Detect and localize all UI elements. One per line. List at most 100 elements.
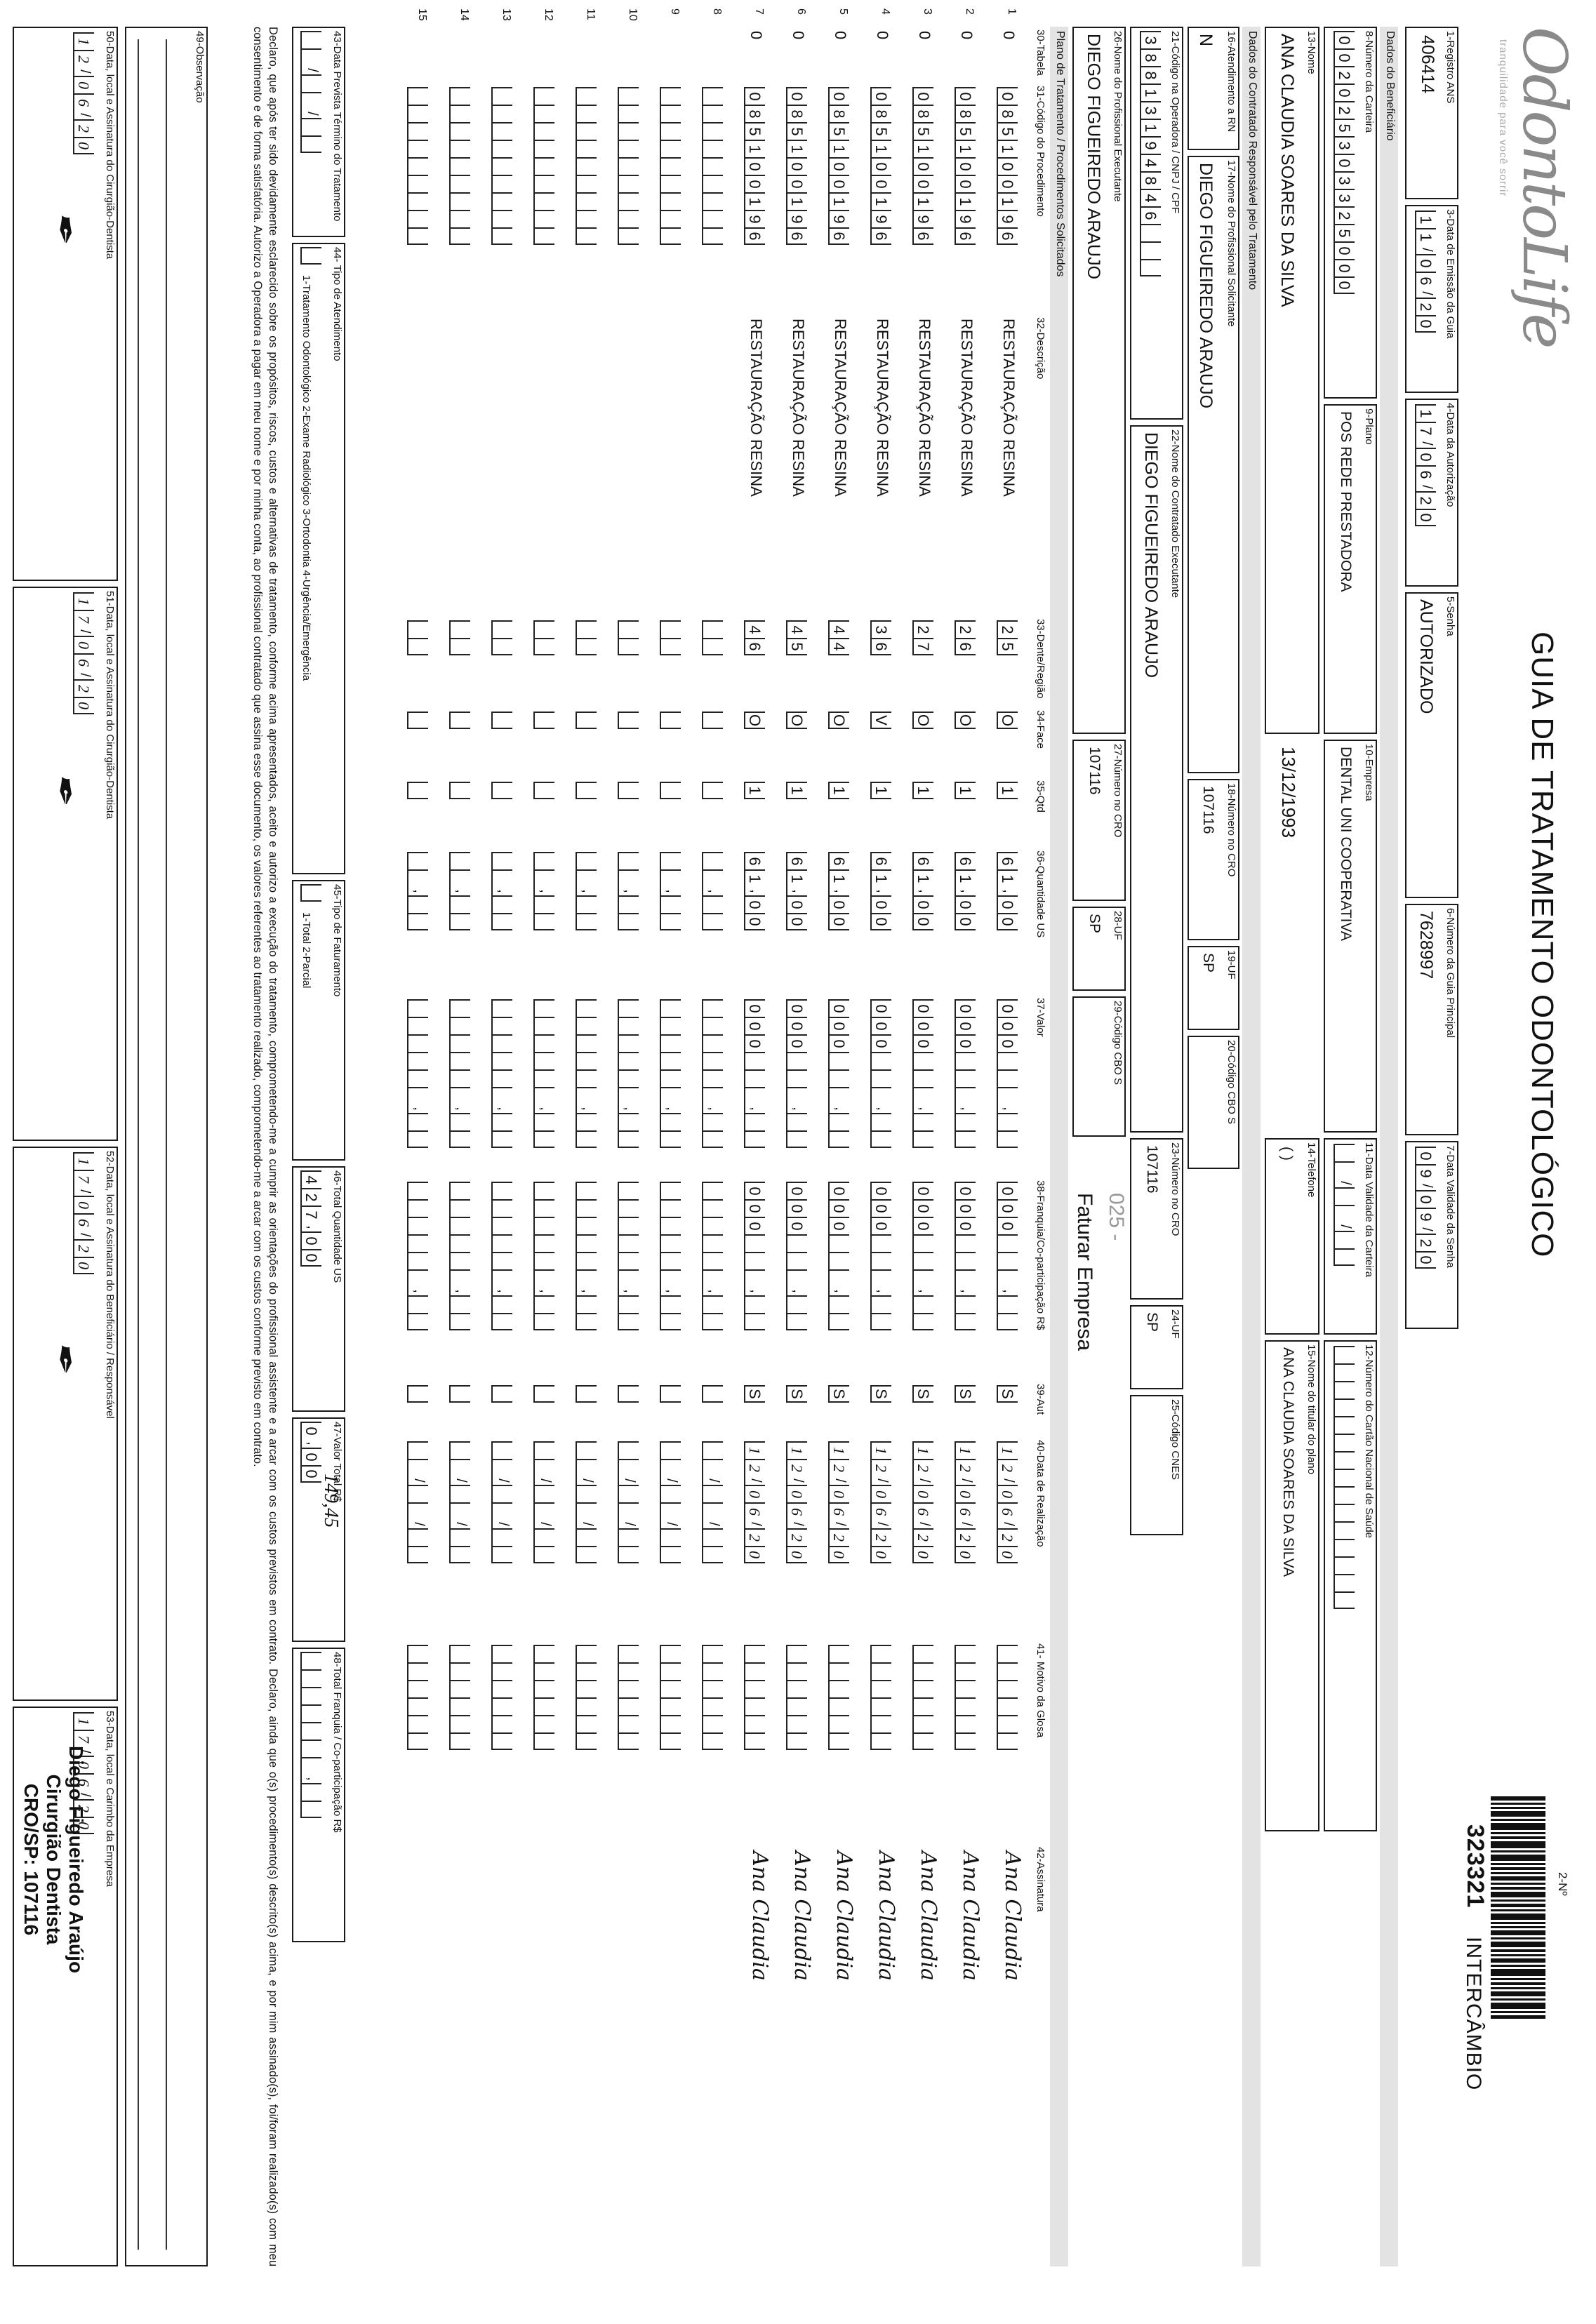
cell-codigo[interactable]: [407, 87, 431, 245]
table-row[interactable]: 0 0 8 5 1 0 0 1 9 6 RESTAURAÇÃO RESINA 2 7 O 1 6 1, 0 0 0 0 0…: [903, 27, 945, 2266]
cell-face[interactable]: [407, 712, 431, 729]
cell-aut[interactable]: [576, 1385, 599, 1403]
table-row[interactable]: ,,, / /: [439, 27, 481, 2266]
table-row[interactable]: 0 0 8 5 1 0 0 1 9 6 RESTAURAÇÃO RESINA 3 6 V 1 6 1, 0 0 0 0 0…: [860, 27, 903, 2266]
cell-codigo[interactable]: [618, 87, 641, 245]
cell-data[interactable]: 1 2/0 6/2 0: [786, 1441, 810, 1563]
cell-dente[interactable]: [660, 620, 684, 655]
table-row[interactable]: 0 0 8 5 1 0 0 1 9 6 RESTAURAÇÃO RESINA 4 5 O 1 6 1, 0 0 0 0 0…: [776, 27, 818, 2266]
cell-qtd_us[interactable]: ,: [533, 852, 557, 930]
cell-face[interactable]: [533, 712, 557, 729]
cell-glosa[interactable]: [660, 1645, 684, 1750]
cell-codigo[interactable]: [660, 87, 684, 245]
cell-codigo[interactable]: [576, 87, 599, 245]
cell-qtd[interactable]: 1: [912, 782, 936, 799]
cell-face[interactable]: O: [744, 712, 768, 729]
cell-qtd[interactable]: 1: [870, 782, 894, 799]
cell-valor[interactable]: ,: [449, 999, 473, 1148]
cell-franquia[interactable]: ,: [491, 1182, 515, 1330]
cell-aut[interactable]: [449, 1385, 473, 1403]
cell-glosa[interactable]: [828, 1645, 852, 1750]
cell-qtd_us[interactable]: ,: [576, 852, 599, 930]
cell-qtd_us[interactable]: ,: [449, 852, 473, 930]
cell-data[interactable]: / /: [702, 1441, 726, 1563]
field-50-signature-date[interactable]: 1 2/0 6/2 0: [73, 32, 97, 154]
cell-data[interactable]: / /: [618, 1441, 641, 1563]
cell-valor[interactable]: ,: [660, 999, 684, 1148]
field-7-validade-senha-value[interactable]: 0 9/0 9/2 0: [1415, 1147, 1439, 1269]
cell-face[interactable]: [660, 712, 684, 729]
cell-dente[interactable]: [702, 620, 726, 655]
cell-data[interactable]: / /: [576, 1441, 599, 1563]
cell-qtd_us[interactable]: ,: [491, 852, 515, 930]
cell-data[interactable]: 1 2/0 6/2 0: [744, 1441, 768, 1563]
cell-aut[interactable]: [533, 1385, 557, 1403]
cell-aut[interactable]: [702, 1385, 726, 1403]
cell-qtd[interactable]: 1: [786, 782, 810, 799]
cell-aut[interactable]: S: [786, 1385, 810, 1403]
cell-data[interactable]: / /: [449, 1441, 473, 1563]
field-4-data-autorizacao-value[interactable]: 1 7/0 6/2 0: [1415, 404, 1439, 526]
cell-qtd_us[interactable]: ,: [660, 852, 684, 930]
cell-qtd[interactable]: [407, 782, 431, 799]
cell-glosa[interactable]: [576, 1645, 599, 1750]
cell-aut[interactable]: [407, 1385, 431, 1403]
table-row[interactable]: ,,, / /: [608, 27, 650, 2266]
cell-franquia[interactable]: ,: [702, 1182, 726, 1330]
cell-face[interactable]: O: [828, 712, 852, 729]
cell-glosa[interactable]: [491, 1645, 515, 1750]
field-11-validade-carteira-value[interactable]: / /: [1334, 1144, 1357, 1266]
cell-qtd[interactable]: [576, 782, 599, 799]
cell-franquia[interactable]: ,: [533, 1182, 557, 1330]
cell-qtd[interactable]: [660, 782, 684, 799]
field-52-signature-date[interactable]: 1 7/0 6/2 0: [73, 1152, 97, 1274]
cell-franquia[interactable]: ,: [576, 1182, 599, 1330]
cell-data[interactable]: 1 2/0 6/2 0: [912, 1441, 936, 1563]
cell-glosa[interactable]: [997, 1645, 1020, 1750]
cell-data[interactable]: / /: [491, 1441, 515, 1563]
table-row[interactable]: ,,, / /: [566, 27, 608, 2266]
table-row[interactable]: ,,, / /: [397, 27, 439, 2266]
cell-face[interactable]: [702, 712, 726, 729]
cell-valor[interactable]: ,: [576, 999, 599, 1148]
cell-data[interactable]: 1 2/0 6/2 0: [828, 1441, 852, 1563]
cell-aut[interactable]: S: [870, 1385, 894, 1403]
cell-qtd[interactable]: 1: [828, 782, 852, 799]
cell-face[interactable]: O: [912, 712, 936, 729]
cell-dente[interactable]: [618, 620, 641, 655]
cell-glosa[interactable]: [702, 1645, 726, 1750]
cell-qtd[interactable]: [533, 782, 557, 799]
cell-franquia[interactable]: ,: [407, 1182, 431, 1330]
cell-aut[interactable]: S: [955, 1385, 978, 1403]
cell-valor[interactable]: ,: [491, 999, 515, 1148]
cell-valor[interactable]: ,: [533, 999, 557, 1148]
table-row[interactable]: ,,, / /: [692, 27, 734, 2266]
cell-dente[interactable]: [533, 620, 557, 655]
cell-glosa[interactable]: [744, 1645, 768, 1750]
cell-glosa[interactable]: [912, 1645, 936, 1750]
cell-glosa[interactable]: [449, 1645, 473, 1750]
cell-qtd[interactable]: [618, 782, 641, 799]
cell-franquia[interactable]: ,: [660, 1182, 684, 1330]
cell-valor[interactable]: ,: [702, 999, 726, 1148]
